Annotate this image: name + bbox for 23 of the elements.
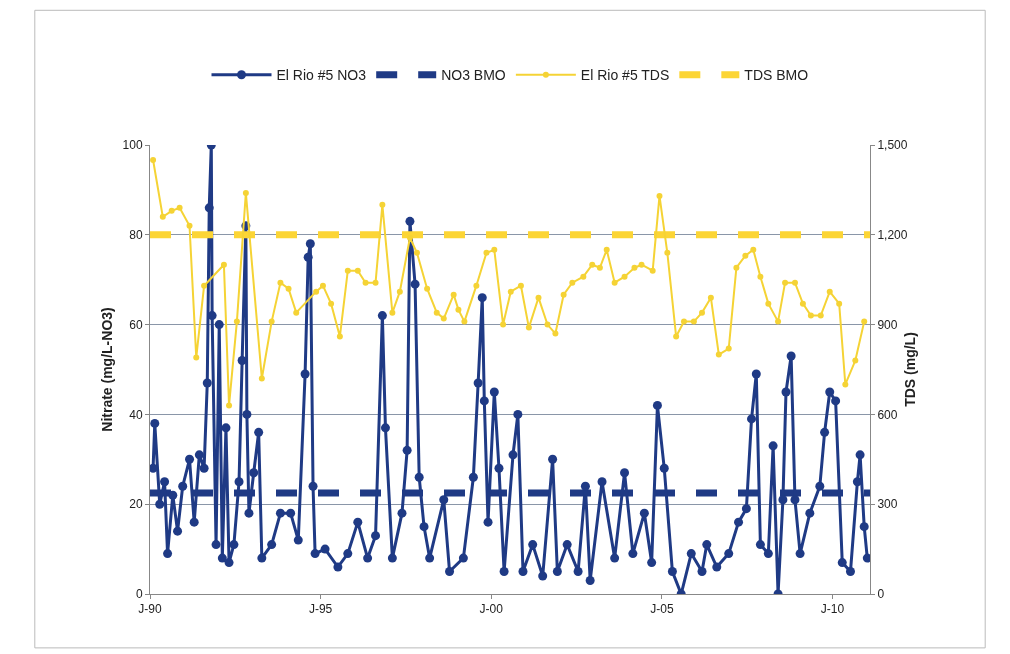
legend-label: El Rio #5 NO3 — [276, 67, 367, 84]
legend-label: NO3 BMO — [441, 67, 506, 84]
y-tick-label: 100 — [122, 138, 143, 153]
x-tick-label: J-95 — [308, 602, 333, 617]
x-tick-label: J-90 — [138, 602, 162, 617]
x-tick-label: J-00 — [479, 602, 504, 617]
y-tick-label: 20 — [129, 497, 143, 512]
y2-tick-label: 900 — [877, 317, 898, 332]
y-tick-label: 80 — [129, 228, 143, 242]
y-tick-label: 0 — [135, 587, 143, 602]
y-axis-title: Nitrate (mg/L-NO3) — [99, 307, 115, 432]
y2-tick-label: 1,500 — [877, 138, 908, 153]
y2-tick-label: 300 — [877, 497, 898, 512]
y2-axis-title: TDS (mg/L) — [902, 332, 918, 407]
y2-tick-label: 600 — [877, 407, 898, 422]
y2-tick-label: 0 — [877, 587, 885, 602]
y2-tick-label: 1,200 — [877, 228, 908, 242]
y-tick-label: 40 — [129, 407, 143, 422]
legend-label: El Rio #5 TDS — [580, 67, 670, 84]
x-tick-label: J-10 — [820, 602, 845, 617]
legend-label: TDS BMO — [744, 67, 809, 84]
x-tick-label: J-05 — [650, 602, 674, 617]
y-tick-label: 60 — [129, 317, 143, 332]
